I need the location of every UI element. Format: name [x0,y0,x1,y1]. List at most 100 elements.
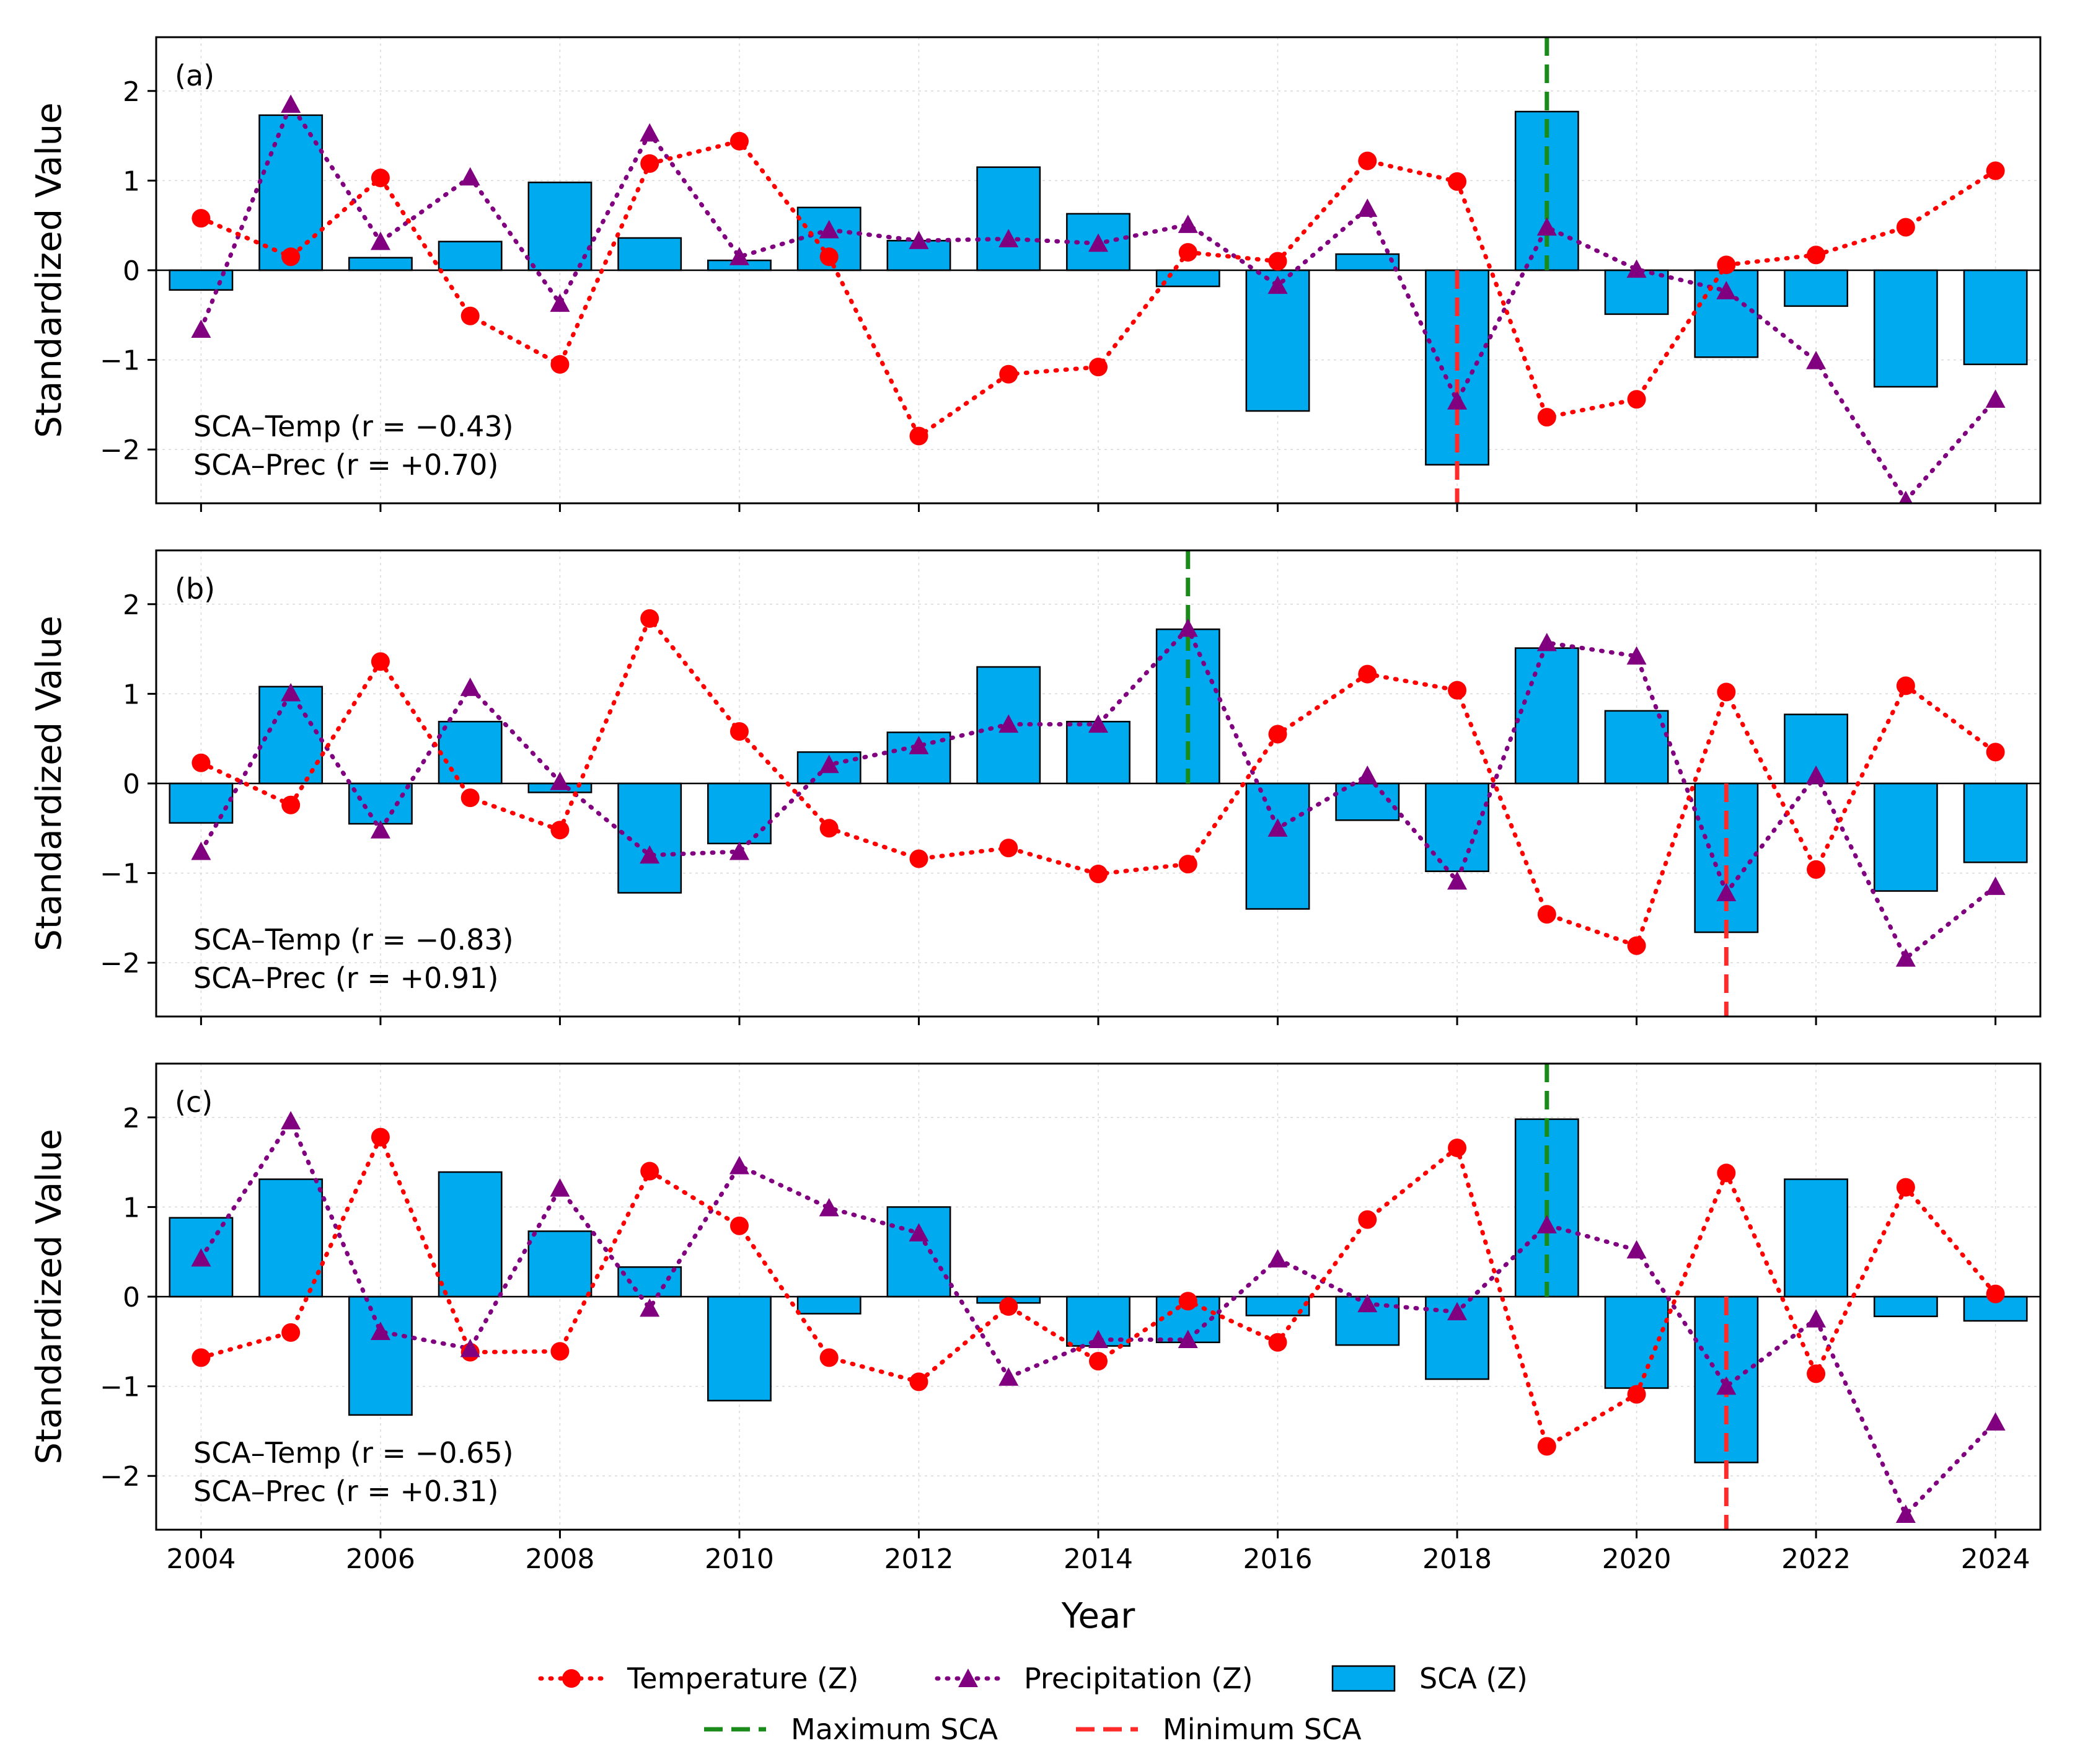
precipitation-point [1536,217,1557,236]
x-tick-label: 2012 [884,1543,953,1575]
precipitation-point [1716,883,1737,902]
plot-area [156,1064,2040,1530]
temperature-point [550,355,570,374]
sca-bar [1155,269,1220,288]
sca-bar [1784,269,1849,307]
precipitation-point [370,820,390,839]
sca-bar [886,1206,951,1298]
precipitation-point [640,123,660,142]
x-tick-label: 2008 [525,1543,594,1575]
x-tick-label: 2022 [1781,1543,1851,1575]
temperature-point [1448,1138,1467,1157]
legend-sca-swatch [1331,1665,1396,1692]
x-tick-label: 2020 [1602,1543,1672,1575]
temperature-point [1627,390,1646,409]
sca-bar [1963,269,2028,366]
y-axis-title: Standardized Value [29,102,69,438]
temperature-point [1807,1364,1826,1383]
panel-c: −2 −1 0 1 2 2004 2006 2008 2010 2012 2014 2016 2018 2… [29,1062,2042,1575]
precipitation-point [1895,1504,1916,1524]
y-tick-label: 0 [123,1282,140,1313]
temperature-point [1358,1210,1377,1229]
panel-tag: (b) [175,572,215,606]
temperature-point [999,364,1018,384]
y-tick-label: −1 [100,858,140,890]
temperature-point [192,1348,211,1367]
precipitation-point [640,1298,660,1317]
temperature-point [1627,1385,1646,1404]
precipitation-point [281,682,301,702]
temperature-point [1986,743,2005,762]
corr-prec-label: SCA–Prec (r = +0.31) [193,1475,498,1508]
precipitation-point [1357,1294,1378,1313]
temperature-point [1178,243,1197,262]
y-axis-title: Standardized Value [29,615,69,951]
legend-temperature-label: Temperature (Z) [627,1662,858,1695]
temperature-point [1896,1178,1915,1197]
precipitation-point [1895,948,1916,967]
precipitation-point [1357,765,1378,784]
sca-bar [1873,269,1938,388]
y-tick-label: 1 [123,165,140,197]
corr-prec-label: SCA–Prec (r = +0.70) [193,448,498,482]
precipitation-point [1898,490,1913,503]
temperature-point [1807,860,1826,879]
y-tick-label: −1 [100,1372,140,1403]
x-tick-label: 2010 [705,1543,774,1575]
precipitation-point [460,1338,480,1357]
x-tick-label: 2016 [1243,1543,1313,1575]
precipitation-point [281,1111,301,1130]
precipitation-point [819,219,839,239]
sca-bar [976,166,1041,271]
precipitation-point [1088,1330,1108,1349]
temperature-point [1089,865,1108,884]
precipitation-point [1178,214,1198,233]
precipitation-point [460,167,480,186]
precipitation-point [640,845,660,864]
panel-b: −2 −1 0 1 2 Standardized Value (b) SCA–Temp (r … [29,549,2042,1025]
temperature-point [640,609,659,628]
temperature-point [1448,681,1467,700]
y-tick-label: 2 [123,76,140,108]
precipitation-point [1985,389,2006,408]
plot-area [156,37,2040,503]
legend-precipitation-label: Precipitation (Z) [1024,1662,1253,1695]
sca-bar [438,1171,503,1298]
legend-maximum-label: Maximum SCA [791,1713,998,1746]
temperature-point [1268,252,1287,271]
precipitation-point [909,231,929,249]
precipitation-point [1716,1376,1737,1395]
precipitation-point [909,736,929,754]
panel-tag: (c) [175,1085,213,1119]
precipitation-point [281,94,301,113]
temperature-point [1448,172,1467,191]
temperature-point [1717,1163,1736,1183]
sca-bar [348,782,413,825]
temperature-point [819,247,839,267]
sca-bar [1604,710,1669,785]
x-axis-title: Year [1061,1596,1136,1636]
sca-bar [1784,1178,1849,1298]
legend-temperature-marker [562,1669,581,1688]
precipitation-point [1178,618,1198,637]
temperature-point [461,306,480,325]
temperature-point [729,131,749,151]
temperature-point [1089,1352,1108,1371]
temperature-point [1268,1333,1287,1352]
sca-bar [258,686,324,785]
temperature-point [819,1348,839,1367]
sca-bar [438,240,503,271]
precipitation-point [1985,1412,2006,1431]
temperature-point [1537,1437,1556,1456]
sca-bar [796,1295,862,1315]
legend-minimum-label: Minimum SCA [1163,1713,1362,1746]
temperature-point [1986,1284,2005,1303]
sca-bar [348,1295,413,1416]
temperature-point [909,426,928,446]
x-tick-label: 2024 [1961,1543,2030,1575]
temperature-point [1896,676,1915,695]
sca-bar [1245,782,1310,910]
plot-area [156,550,2040,1017]
temperature-point [819,819,839,838]
